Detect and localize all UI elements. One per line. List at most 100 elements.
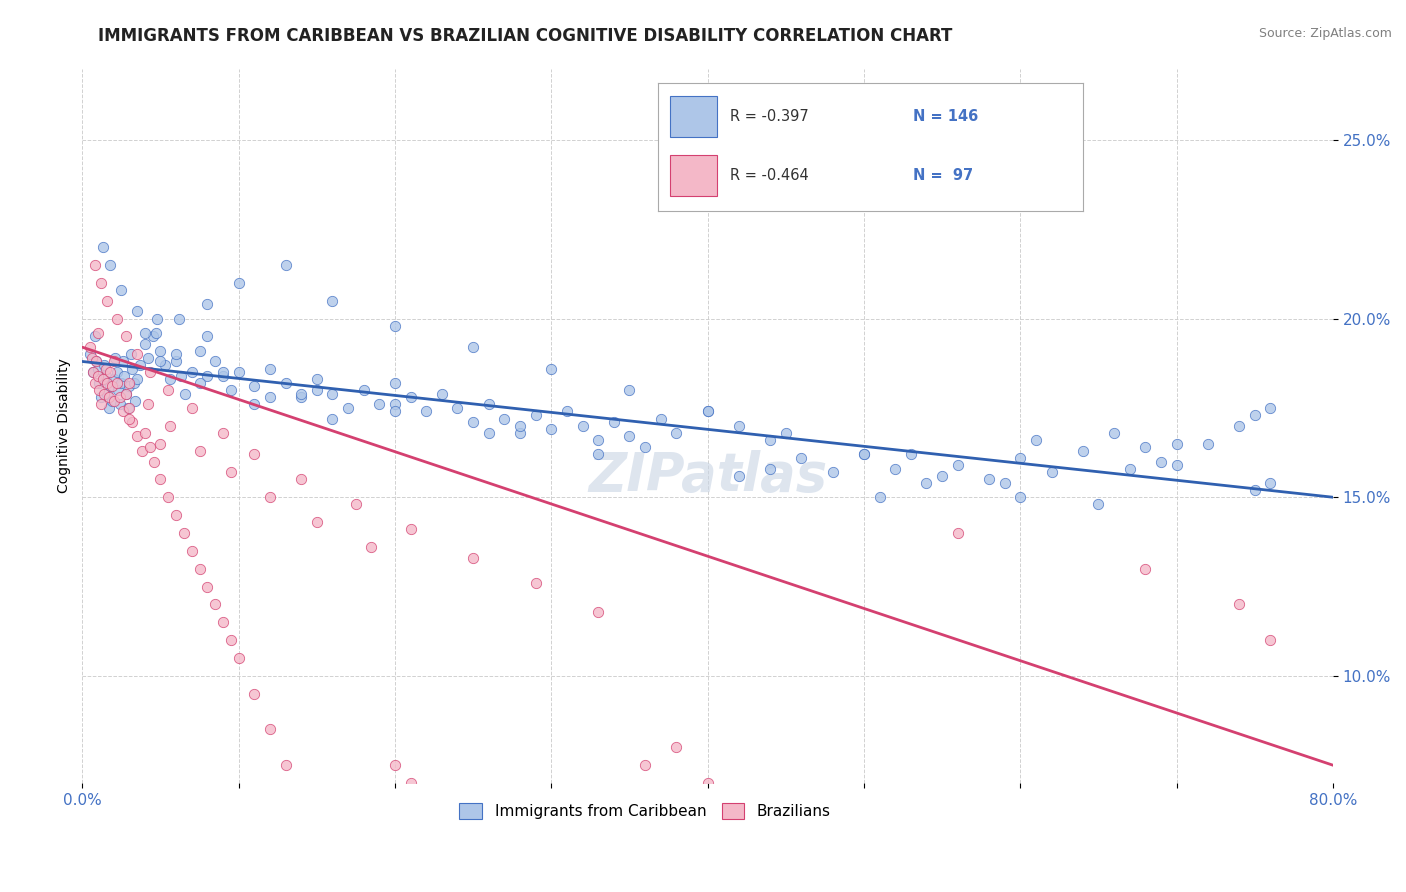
Point [104,351,127,365]
Point [243,447,266,461]
Point [946,525,969,540]
Point [384,318,406,333]
Point [110,283,132,297]
Point [759,461,782,475]
Point [174,386,197,401]
Point [195,580,218,594]
Point [219,633,242,648]
Point [212,615,235,630]
Point [415,794,437,808]
Point [384,397,406,411]
Point [321,865,343,880]
Point [1260,401,1282,415]
Point [125,372,148,386]
Point [122,376,145,390]
Point [461,415,484,429]
Point [111,354,134,368]
Point [360,541,382,555]
Point [1260,633,1282,648]
Point [650,411,672,425]
Point [430,812,453,826]
Point [103,393,125,408]
Point [1118,461,1140,475]
Point [79,340,101,354]
Point [344,497,367,511]
Point [290,472,312,486]
Point [100,365,122,379]
Point [131,443,153,458]
Text: ZIPatlas: ZIPatlas [588,450,827,502]
Point [159,372,181,386]
Point [195,297,218,311]
Point [305,830,328,844]
Point [118,401,141,415]
Point [90,390,112,404]
Point [149,343,172,358]
Point [115,386,138,401]
Point [461,340,484,354]
Point [101,379,124,393]
Point [384,758,406,772]
Point [108,397,131,411]
Point [188,443,211,458]
Point [93,358,115,372]
Point [461,847,484,862]
Point [82,365,104,379]
Point [157,490,180,504]
Point [728,418,751,433]
Point [125,304,148,318]
Point [97,390,120,404]
Point [90,276,112,290]
Point [759,433,782,447]
Point [603,415,626,429]
Point [204,354,226,368]
Point [83,258,105,272]
Point [1025,433,1047,447]
Point [146,311,169,326]
Point [399,390,422,404]
Point [619,429,641,443]
Point [321,386,343,401]
Point [93,386,115,401]
Point [259,361,281,376]
Point [1260,475,1282,490]
Point [80,351,103,365]
Point [852,447,875,461]
Point [634,758,657,772]
Point [105,376,128,390]
Point [290,390,312,404]
Point [1135,562,1157,576]
Point [274,758,297,772]
Point [114,368,136,383]
Point [136,351,159,365]
Point [121,361,143,376]
Point [243,397,266,411]
Point [696,404,718,418]
Point [121,415,143,429]
Point [134,326,156,340]
Point [101,393,124,408]
Point [165,508,187,522]
Point [775,425,797,440]
Point [136,397,159,411]
Point [219,465,242,479]
Point [87,326,110,340]
Point [305,383,328,397]
Point [149,436,172,450]
Point [290,794,312,808]
Point [509,418,531,433]
Point [994,475,1017,490]
Point [634,440,657,454]
Point [143,454,166,468]
Point [87,361,110,376]
Point [461,551,484,566]
Point [188,343,211,358]
Point [108,390,131,404]
Point [494,883,516,892]
Point [83,376,105,390]
Point [105,311,128,326]
Point [399,776,422,790]
Point [134,425,156,440]
Point [97,401,120,415]
Point [321,293,343,308]
